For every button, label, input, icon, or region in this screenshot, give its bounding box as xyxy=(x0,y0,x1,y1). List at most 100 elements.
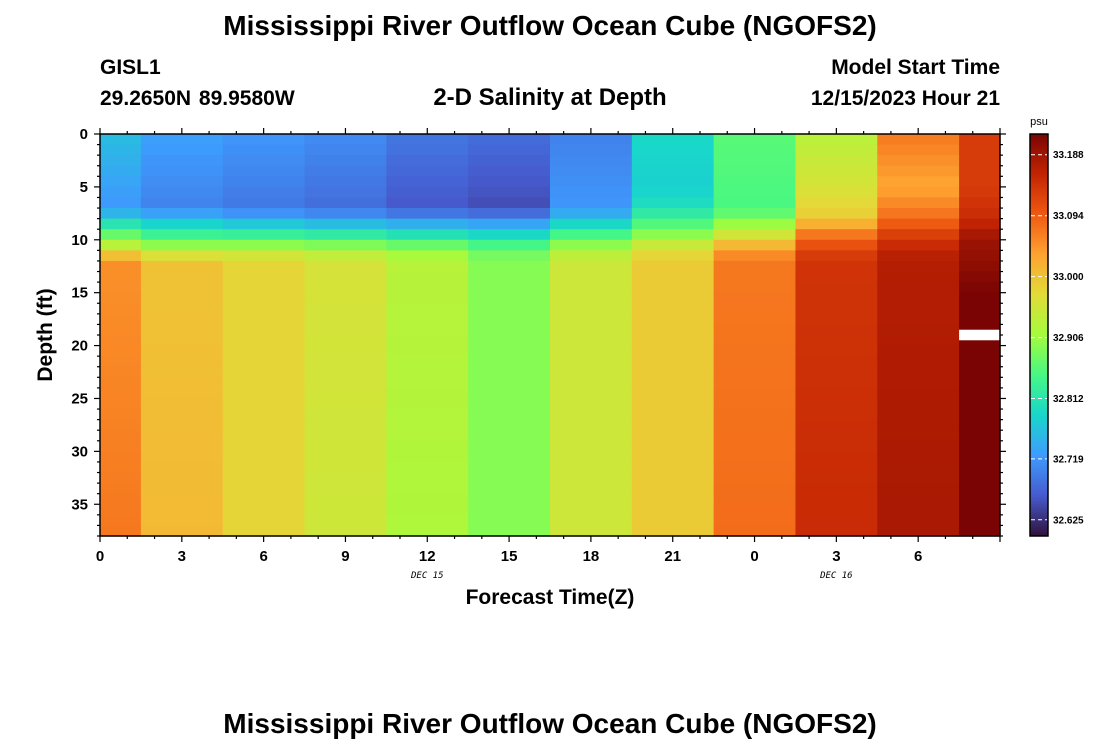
heatmap-cell xyxy=(877,419,960,431)
heatmap-cell xyxy=(877,292,960,304)
x-tick-label: 0 xyxy=(96,548,104,565)
heatmap-cell xyxy=(959,208,1001,220)
heatmap-cell xyxy=(631,483,715,495)
heatmap-cell xyxy=(959,282,1001,294)
heatmap-cell xyxy=(100,387,142,400)
heatmap-cell xyxy=(959,313,1001,326)
heatmap-cell xyxy=(959,387,1001,400)
y-tick-label: 30 xyxy=(71,443,88,460)
heatmap-cell xyxy=(631,260,715,273)
heatmap-cell xyxy=(140,461,224,474)
heatmap-cell xyxy=(795,218,878,230)
heatmap-cell xyxy=(222,324,306,336)
heatmap-cell xyxy=(713,144,797,156)
heatmap-cell xyxy=(713,377,797,389)
heatmap-cell xyxy=(713,186,797,199)
heatmap-cell xyxy=(304,282,387,294)
heatmap-cell xyxy=(550,208,633,220)
heatmap-cell xyxy=(304,176,387,188)
heatmap-cell xyxy=(468,440,551,452)
heatmap-cell xyxy=(959,239,1001,251)
heatmap-cell xyxy=(631,345,715,357)
heatmap-cell xyxy=(304,208,387,220)
heatmap-cell xyxy=(631,430,715,442)
heatmap-cell xyxy=(959,144,1001,156)
heatmap-cell xyxy=(468,451,551,463)
heatmap-cell xyxy=(468,165,551,177)
heatmap-cell xyxy=(550,239,633,251)
heatmap-cell xyxy=(140,419,224,431)
heatmap-cell xyxy=(631,271,715,283)
heatmap-cell xyxy=(304,514,387,527)
heatmap-cell xyxy=(959,345,1001,357)
heatmap-cell xyxy=(100,260,142,273)
x-tick-label: 9 xyxy=(341,548,349,565)
heatmap-cell xyxy=(304,197,387,209)
heatmap-cell xyxy=(100,356,142,368)
heatmap-cell xyxy=(222,155,306,167)
heatmap-cell xyxy=(468,366,551,378)
heatmap-cell xyxy=(795,461,878,474)
heatmap-cell xyxy=(877,229,960,241)
colorbar-tick-label: 33.188 xyxy=(1053,150,1084,161)
heatmap-cell xyxy=(222,208,306,220)
heatmap-cell xyxy=(631,155,715,167)
heatmap-cell xyxy=(713,134,797,146)
heatmap-cell xyxy=(468,335,551,347)
heatmap-cell xyxy=(631,229,715,241)
heatmap-cell xyxy=(795,186,878,199)
heatmap-cell xyxy=(713,525,797,537)
heatmap-cell xyxy=(386,461,469,474)
heatmap-cell xyxy=(877,324,960,336)
heatmap-cell xyxy=(877,472,960,484)
heatmap-cell xyxy=(631,409,715,421)
heatmap-cell xyxy=(631,313,715,326)
heatmap-cell xyxy=(100,165,142,177)
heatmap-cell xyxy=(468,324,551,336)
heatmap-cell xyxy=(468,419,551,431)
heatmap-cell xyxy=(795,377,878,389)
heatmap-cell xyxy=(140,377,224,389)
heatmap-cell xyxy=(304,229,387,241)
heatmap-cell xyxy=(795,440,878,452)
heatmap-cell xyxy=(386,356,469,368)
heatmap-cell xyxy=(222,282,306,294)
heatmap-cell xyxy=(304,525,387,537)
missing-data-band xyxy=(959,329,1000,341)
heatmap-cell xyxy=(795,451,878,463)
heatmap-cell xyxy=(304,440,387,452)
heatmap-cell xyxy=(550,335,633,347)
chart-title: Mississippi River Outflow Ocean Cube (NG… xyxy=(223,10,877,41)
heatmap-cell xyxy=(631,514,715,527)
heatmap-cell xyxy=(140,504,224,516)
heatmap-cell xyxy=(713,218,797,230)
heatmap-cell xyxy=(222,366,306,378)
heatmap-cell xyxy=(795,144,878,156)
heatmap-cell xyxy=(631,335,715,347)
heatmap-cell xyxy=(222,504,306,516)
heatmap-cell xyxy=(140,366,224,378)
x-tick-label: 3 xyxy=(832,548,840,565)
heatmap-cell xyxy=(100,419,142,431)
heatmap-cell xyxy=(795,229,878,241)
heatmap-cell xyxy=(140,176,224,188)
heatmap-cell xyxy=(877,197,960,209)
heatmap-cell xyxy=(386,345,469,357)
heatmap-cell xyxy=(222,345,306,357)
heatmap-cell xyxy=(550,409,633,421)
heatmap-cell xyxy=(140,440,224,452)
heatmap-cell xyxy=(468,197,551,209)
heatmap-cell xyxy=(713,398,797,410)
heatmap-cell xyxy=(550,186,633,199)
heatmap-cell xyxy=(795,430,878,442)
heatmap-cell xyxy=(877,451,960,463)
heatmap-cell xyxy=(386,493,469,505)
heatmap-cell xyxy=(795,419,878,431)
heatmap-cell xyxy=(795,197,878,209)
heatmap-cell xyxy=(100,239,142,251)
heatmap-cell xyxy=(959,514,1001,527)
heatmap-cell xyxy=(631,324,715,336)
heatmap-cell xyxy=(959,155,1001,167)
heatmap-cell xyxy=(713,176,797,188)
heatmap-cell xyxy=(550,134,633,146)
